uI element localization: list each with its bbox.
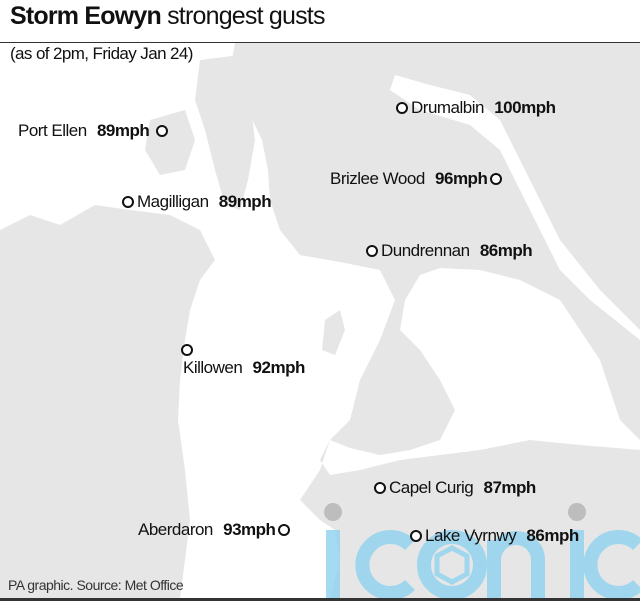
marker-icon — [366, 245, 378, 257]
location-dundrennan: Dundrennan 86mph — [366, 241, 533, 261]
marker-icon — [410, 530, 422, 542]
marker-icon — [122, 196, 134, 208]
location-aberdaron: Aberdaron 93mph — [138, 520, 291, 540]
marker-icon-killowen — [181, 344, 193, 356]
marker-icon — [490, 173, 503, 185]
location-drumalbin: Drumalbin 100mph — [396, 98, 556, 118]
marker-icon — [278, 524, 291, 536]
land-isle-of-man — [322, 310, 345, 355]
location-brizlee-wood: Brizlee Wood 96mph — [330, 169, 503, 189]
bottom-divider — [0, 598, 640, 601]
land-kintyre — [195, 55, 255, 210]
location-magilligan: Magilligan 89mph — [122, 192, 272, 212]
location-killowen: Killowen 92mph — [183, 358, 305, 377]
source-credit: PA graphic. Source: Met Office — [8, 577, 184, 593]
location-capel-curig: Capel Curig 87mph — [374, 478, 536, 498]
title-divider — [0, 42, 640, 43]
location-port-ellen: Port Ellen 89mph — [18, 121, 169, 141]
marker-icon — [374, 482, 386, 494]
marker-icon — [156, 125, 169, 137]
land-great-britain — [230, 43, 640, 598]
location-lake-vyrnwy: Lake Vyrnwy 86mph — [410, 526, 579, 546]
subtitle: (as of 2pm, Friday Jan 24) — [10, 44, 193, 63]
land-ireland — [0, 205, 215, 598]
page-title: Storm Eowyn strongest gusts — [10, 2, 325, 30]
marker-icon — [396, 102, 408, 114]
